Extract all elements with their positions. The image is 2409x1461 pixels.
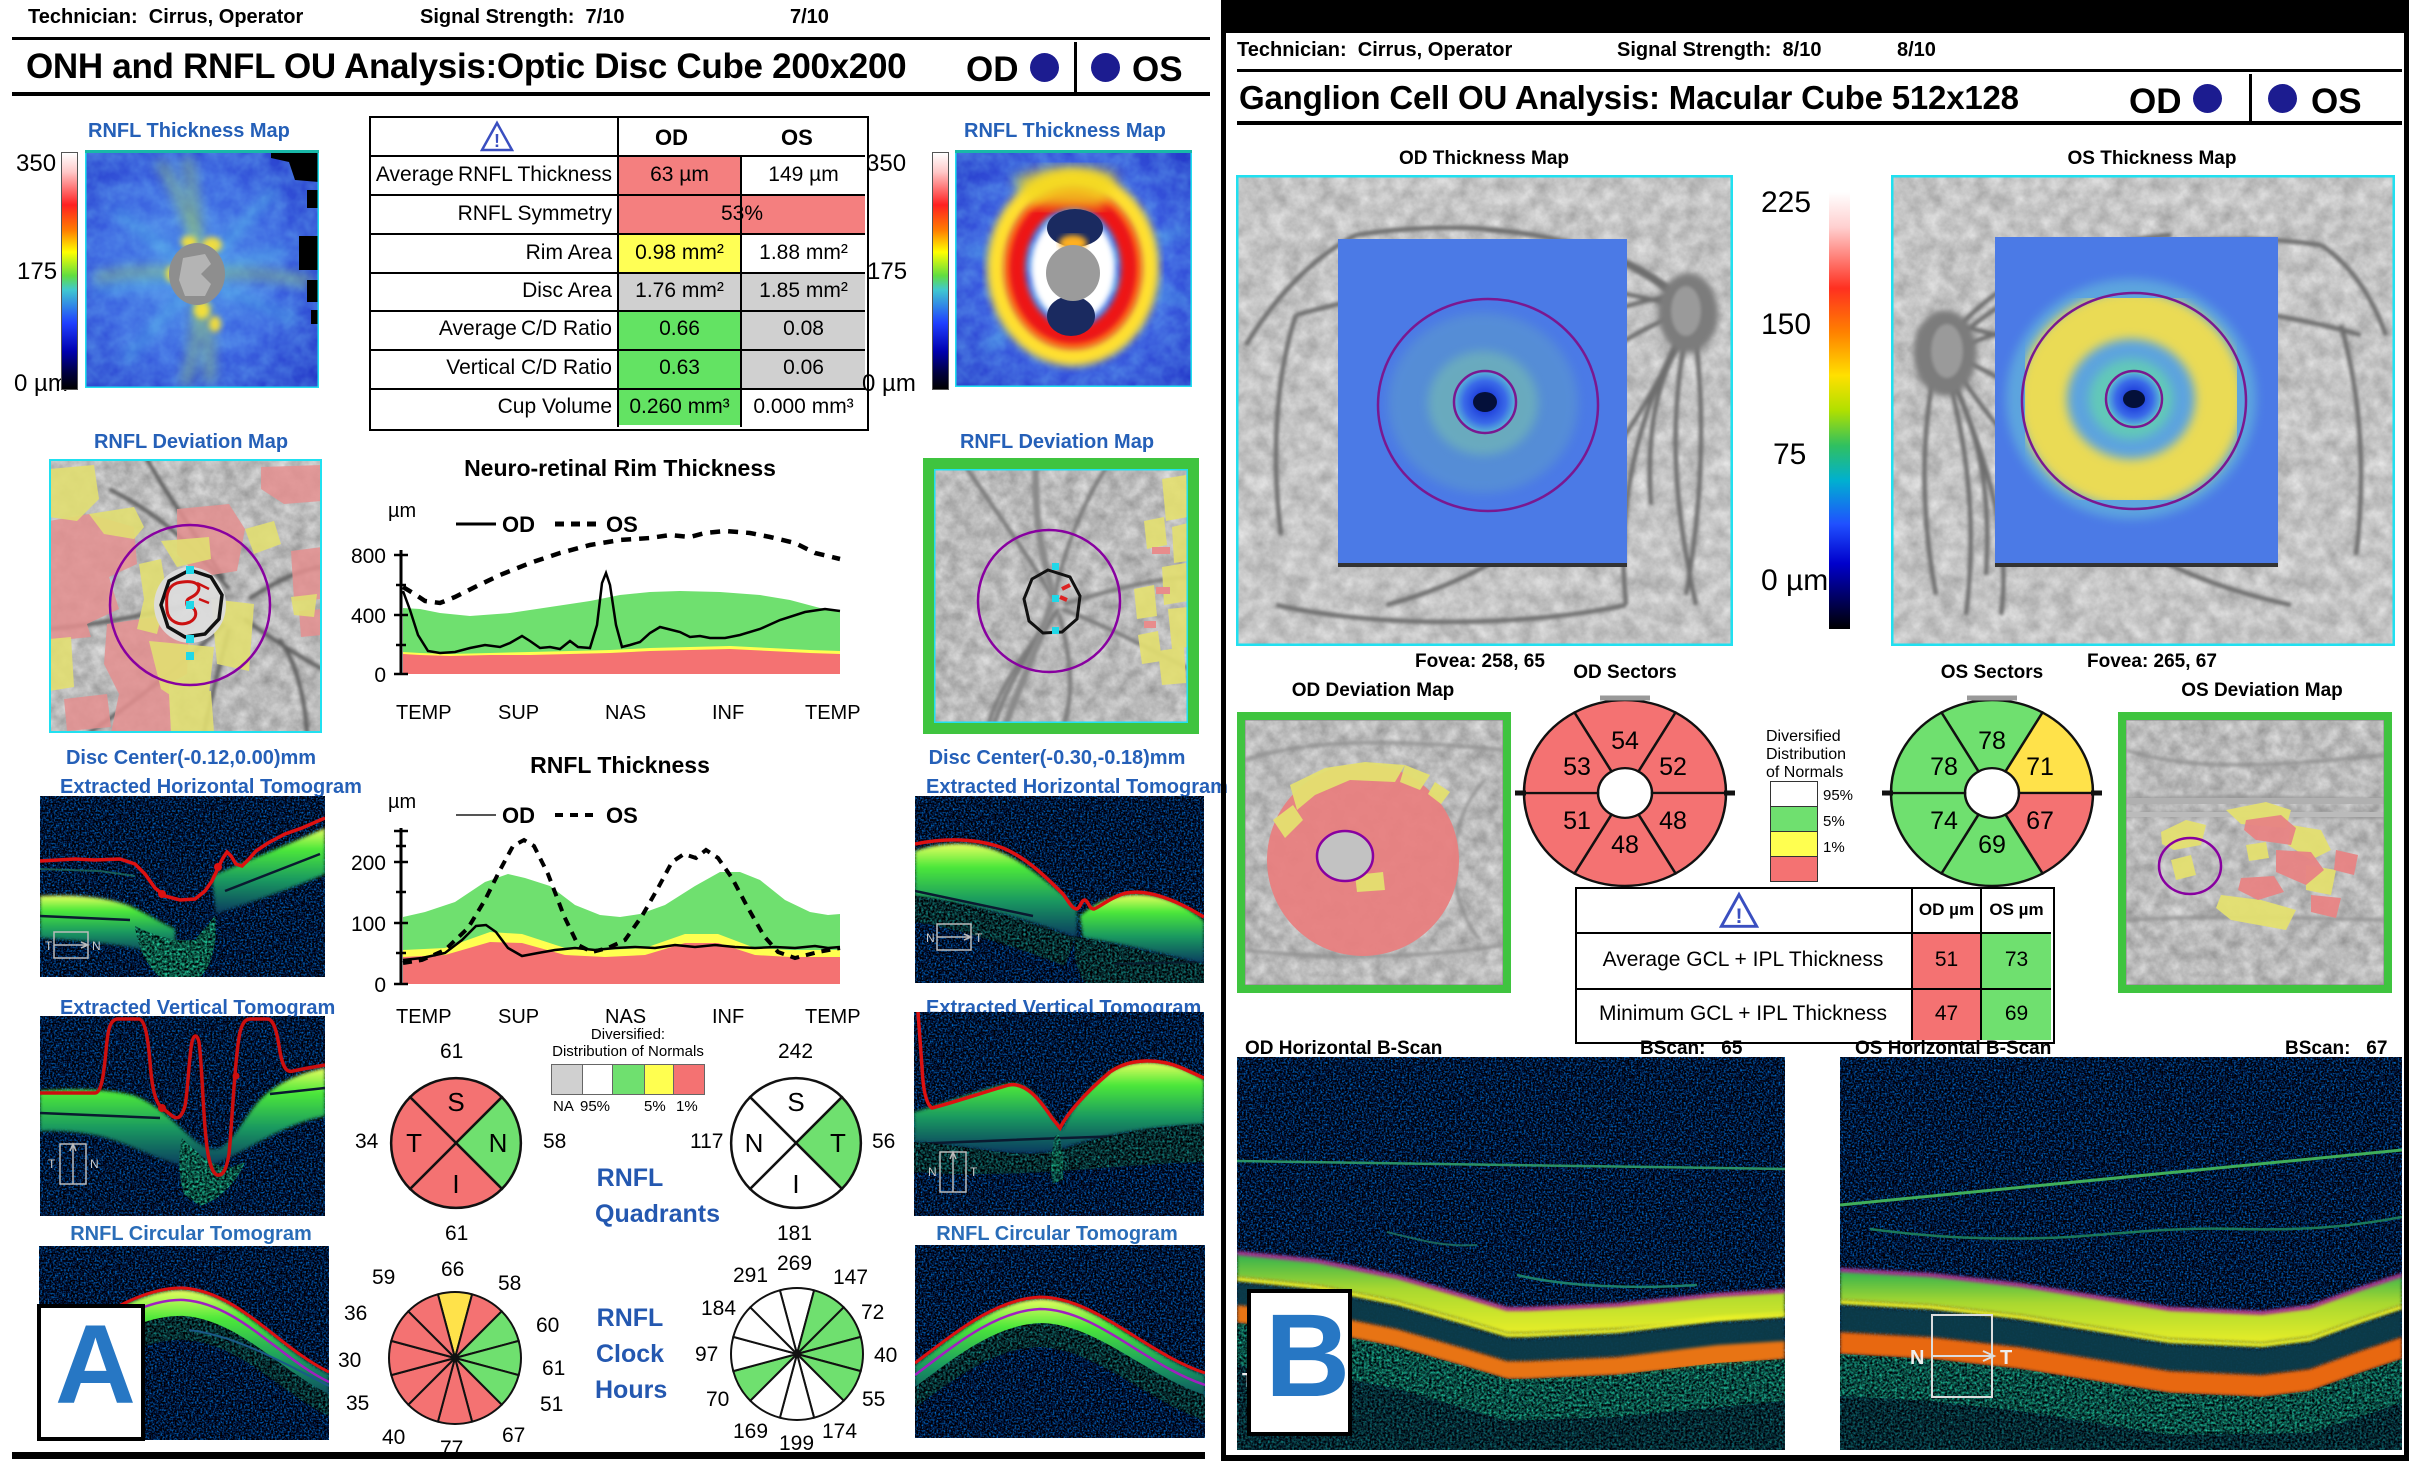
svg-text:T: T [2000, 1347, 2012, 1369]
svg-text:INF: INF [712, 1006, 744, 1025]
svg-text:TEMP: TEMP [805, 1006, 861, 1025]
svg-text:!: ! [494, 131, 500, 151]
svg-text:I: I [452, 1169, 459, 1199]
svg-text:71: 71 [2026, 753, 2054, 781]
svg-text:OS: OS [606, 803, 638, 828]
svg-text:T: T [45, 939, 53, 953]
svg-text:54: 54 [1611, 727, 1639, 755]
svg-text:78: 78 [1978, 727, 2006, 755]
svg-text:TEMP: TEMP [805, 702, 861, 724]
svg-text:TEMP: TEMP [396, 702, 452, 724]
svg-text:52: 52 [1659, 753, 1687, 781]
svg-text:OD: OD [502, 512, 535, 537]
svg-text:0: 0 [374, 974, 386, 997]
svg-text:800: 800 [351, 545, 386, 568]
svg-text:N: N [489, 1128, 508, 1158]
svg-text:51: 51 [1563, 807, 1591, 835]
svg-text:T: T [48, 1157, 56, 1171]
svg-text:N: N [745, 1128, 764, 1158]
svg-text:µm: µm [388, 500, 416, 522]
svg-text:NAS: NAS [605, 702, 646, 724]
svg-text:SUP: SUP [498, 702, 539, 724]
svg-text:200: 200 [351, 852, 386, 875]
svg-text:53: 53 [1563, 753, 1591, 781]
svg-text:48: 48 [1611, 831, 1639, 859]
svg-text:N: N [90, 1157, 99, 1171]
svg-text:OD: OD [502, 803, 535, 828]
svg-text:78: 78 [1930, 753, 1958, 781]
svg-text:S: S [787, 1087, 804, 1117]
svg-text:N: N [926, 931, 935, 945]
svg-text:0: 0 [374, 664, 386, 687]
svg-text:N: N [92, 939, 101, 953]
svg-text:74: 74 [1930, 807, 1958, 835]
svg-text:I: I [792, 1169, 799, 1199]
svg-text:67: 67 [2026, 807, 2054, 835]
svg-text:SUP: SUP [498, 1006, 539, 1025]
svg-text:48: 48 [1659, 807, 1687, 835]
svg-text:TEMP: TEMP [396, 1006, 452, 1025]
svg-text:69: 69 [1978, 831, 2006, 859]
svg-text:T: T [975, 931, 983, 945]
svg-text:S: S [447, 1087, 464, 1117]
svg-text:!: ! [1735, 905, 1742, 928]
svg-text:T: T [970, 1165, 978, 1179]
svg-text:N: N [1910, 1347, 1924, 1369]
svg-text:T: T [406, 1128, 422, 1158]
svg-text:N: N [928, 1165, 937, 1179]
svg-text:400: 400 [351, 605, 386, 628]
svg-text:100: 100 [351, 913, 386, 936]
svg-text:µm: µm [388, 791, 416, 813]
svg-text:INF: INF [712, 702, 744, 724]
svg-text:NAS: NAS [605, 1006, 646, 1025]
svg-text:T: T [830, 1128, 846, 1158]
svg-text:OS: OS [606, 512, 638, 537]
